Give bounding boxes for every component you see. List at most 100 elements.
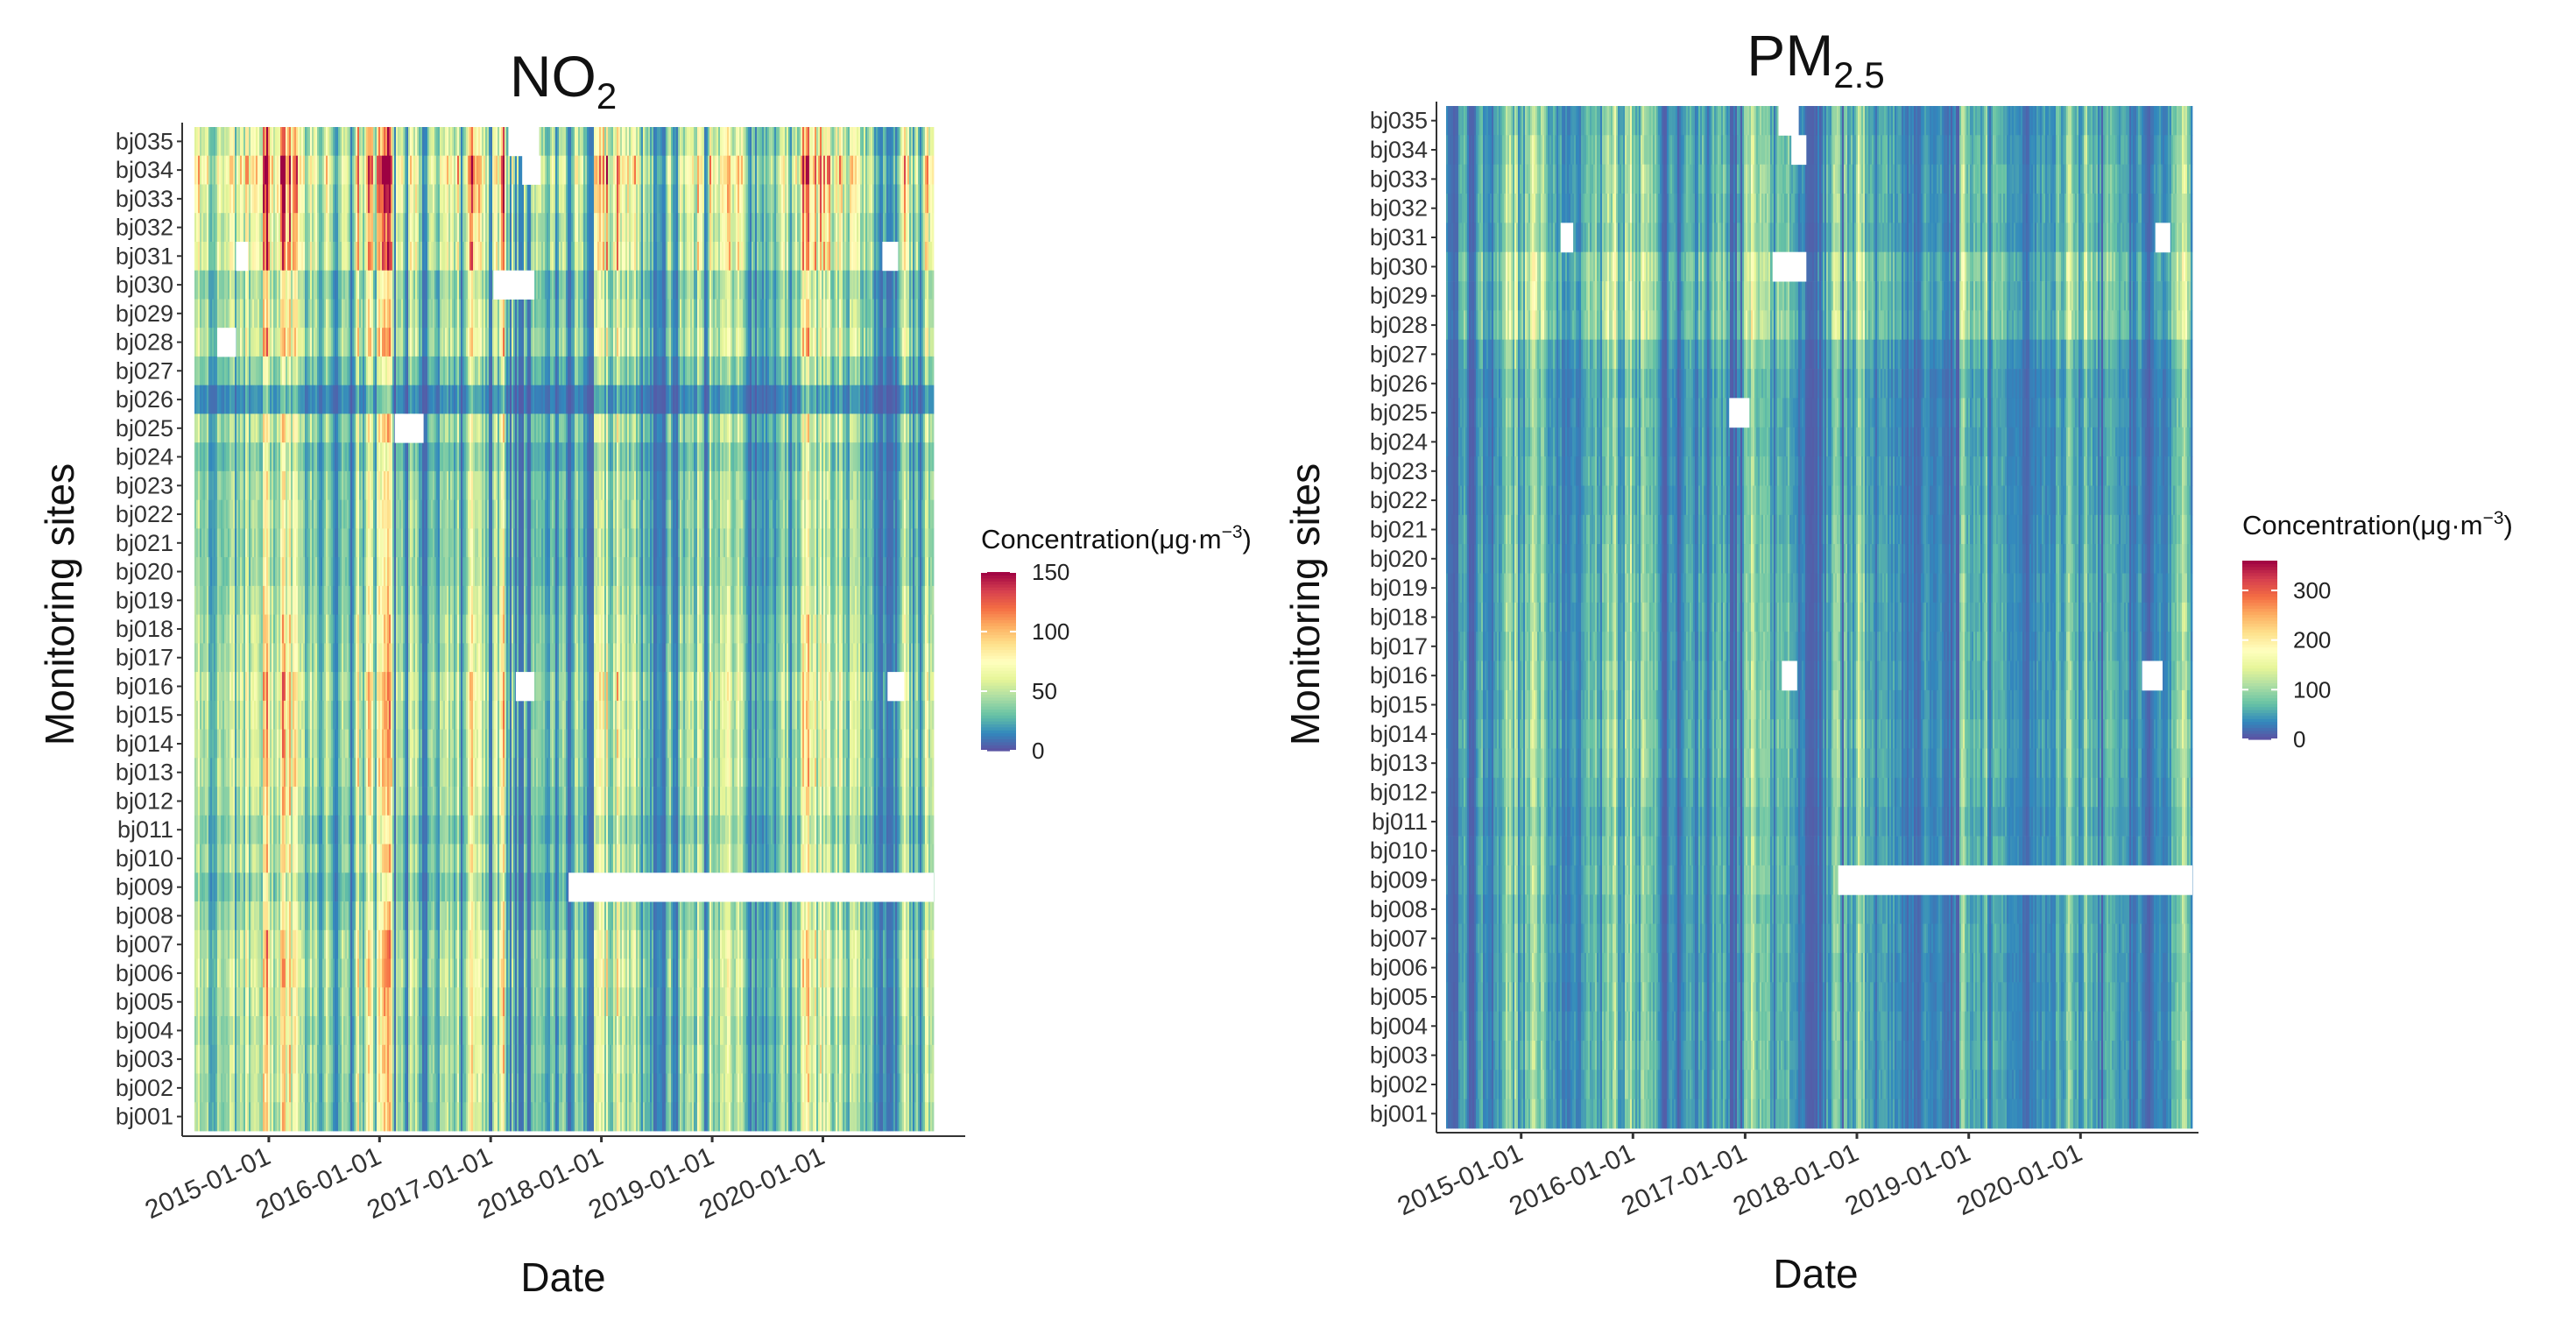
heatmap-cell xyxy=(746,184,749,214)
heatmap-cell xyxy=(347,299,349,328)
heatmap-cell xyxy=(361,155,363,185)
heatmap-cell xyxy=(436,213,439,243)
heatmap-cell xyxy=(890,213,893,243)
heatmap-cell xyxy=(601,270,603,300)
heatmap-cell xyxy=(205,299,208,328)
heatmap-cell xyxy=(445,155,448,185)
heatmap-cell xyxy=(519,213,521,243)
heatmap-cell xyxy=(268,127,271,157)
heatmap-cell xyxy=(251,184,253,214)
heatmap-cell xyxy=(391,127,393,157)
heatmap-cell xyxy=(730,299,733,328)
heatmap-cell xyxy=(585,184,588,214)
heatmap-cell xyxy=(778,270,780,300)
heatmap-cell xyxy=(240,213,243,243)
heatmap-cell xyxy=(499,155,502,185)
heatmap-cell xyxy=(408,155,411,185)
heatmap-cell xyxy=(841,270,843,300)
heatmap-cell xyxy=(885,270,887,300)
heatmap-cell xyxy=(820,270,822,300)
heatmap-cell xyxy=(587,184,589,214)
heatmap-cell xyxy=(438,270,441,300)
heatmap-cell xyxy=(438,127,441,157)
heatmap-cell xyxy=(505,155,507,185)
heatmap-cell xyxy=(207,270,209,300)
heatmap-cell xyxy=(413,184,416,214)
heatmap-cell xyxy=(343,213,346,243)
heatmap-cell xyxy=(286,299,288,328)
heatmap-cell xyxy=(853,270,856,300)
heatmap-cell xyxy=(697,213,700,243)
heatmap-cell xyxy=(263,184,265,214)
heatmap-cell xyxy=(599,213,602,243)
heatmap-cell xyxy=(399,242,402,272)
heatmap-cell xyxy=(566,299,568,328)
heatmap-cell xyxy=(872,213,875,243)
heatmap-cell xyxy=(624,242,626,272)
heatmap-cell xyxy=(289,127,292,157)
heatmap-cell xyxy=(350,184,353,214)
heatmap-cell xyxy=(738,270,740,300)
heatmap-cell xyxy=(247,213,250,243)
heatmap-cell xyxy=(673,213,675,243)
heatmap-cell xyxy=(730,213,733,243)
heatmap-cell xyxy=(580,213,582,243)
heatmap-cell xyxy=(806,299,808,328)
heatmap-cell xyxy=(897,127,900,157)
heatmap-cell xyxy=(750,242,752,272)
heatmap-cell xyxy=(403,270,406,300)
heatmap-cell xyxy=(881,184,884,214)
heatmap-cell xyxy=(802,155,805,185)
heatmap-cell xyxy=(610,270,612,300)
heatmap-cell xyxy=(307,270,309,300)
heatmap-cell xyxy=(846,127,849,157)
heatmap-cell xyxy=(317,270,320,300)
heatmap-cell xyxy=(251,299,253,328)
heatmap-cell xyxy=(370,127,372,157)
heatmap-cell xyxy=(384,270,386,300)
heatmap-cell xyxy=(580,242,582,272)
heatmap-cell xyxy=(876,242,879,272)
heatmap-cell xyxy=(815,127,817,157)
heatmap-cell xyxy=(420,299,423,328)
heatmap-cell xyxy=(224,184,227,214)
heatmap-cell xyxy=(874,184,877,214)
heatmap-cell xyxy=(478,127,481,157)
heatmap-cell xyxy=(476,155,479,185)
heatmap-cell xyxy=(855,242,857,272)
heatmap-cell xyxy=(296,127,299,157)
heatmap-cell xyxy=(921,242,924,272)
heatmap-cell xyxy=(490,127,493,157)
heatmap-cell xyxy=(825,270,828,300)
heatmap-cell xyxy=(496,127,498,157)
heatmap-cell xyxy=(709,299,712,328)
heatmap-cell xyxy=(716,299,719,328)
heatmap-cell xyxy=(727,242,730,272)
heatmap-cell xyxy=(688,127,691,157)
heatmap-cell xyxy=(347,213,349,243)
heatmap-cell xyxy=(697,184,700,214)
heatmap-cell xyxy=(336,299,339,328)
heatmap-cell xyxy=(706,299,709,328)
heatmap-cell xyxy=(879,242,882,272)
heatmap-cell xyxy=(688,299,691,328)
heatmap-cell xyxy=(632,127,635,157)
heatmap-cell xyxy=(373,242,376,272)
heatmap-cell xyxy=(678,155,681,185)
heatmap-cell xyxy=(319,213,321,243)
heatmap-cell xyxy=(711,213,714,243)
heatmap-cell xyxy=(415,242,418,272)
heatmap-cell xyxy=(380,184,383,214)
heatmap-cell xyxy=(778,184,780,214)
heatmap-cell xyxy=(286,270,288,300)
heatmap-cell xyxy=(932,270,935,300)
heatmap-cell xyxy=(431,155,434,185)
heatmap-cell xyxy=(228,213,230,243)
heatmap-cell xyxy=(410,184,413,214)
heatmap-cell xyxy=(603,242,605,272)
heatmap-cell xyxy=(771,184,773,214)
heatmap-cell xyxy=(268,270,271,300)
heatmap-cell xyxy=(214,270,216,300)
heatmap-cell xyxy=(399,155,402,185)
heatmap-cell xyxy=(196,270,199,300)
